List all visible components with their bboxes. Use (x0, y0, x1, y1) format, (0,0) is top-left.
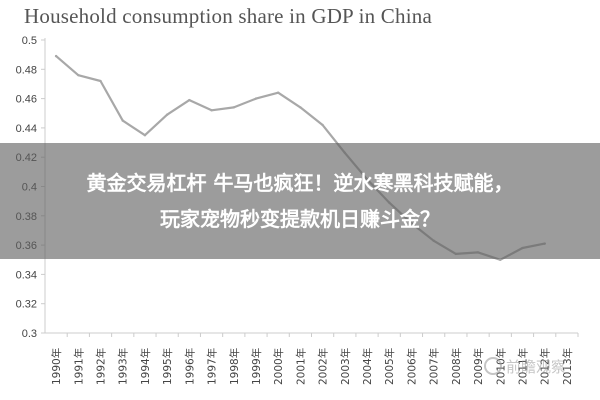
y-tick-label: 0.44 (16, 123, 37, 135)
x-tick-label: 2012年 (539, 348, 552, 385)
x-tick-label: 2013年 (561, 348, 574, 385)
x-tick-label: 1992年 (95, 348, 108, 385)
x-tick-label: 1999年 (250, 348, 263, 385)
x-tick-label: 2008年 (450, 348, 463, 385)
x-tick-label: 2011年 (516, 348, 529, 385)
data-point (121, 119, 124, 122)
y-tick-label: 0.32 (16, 299, 37, 311)
y-tick-label: 0.48 (16, 64, 37, 76)
data-point (99, 79, 102, 83)
data-point (299, 106, 302, 109)
data-point (254, 97, 258, 100)
headline-line-2: 玩家宠物秒变提款机日赚斗金？ (160, 207, 440, 231)
x-tick-labels: 1990年 1991年 1992年 1993年 1994年 1995年 1996年 1997年… (50, 333, 579, 385)
headline-overlay[interactable]: 黄金交易杠杆 牛马也疯狂！逆水寒黑科技赋能， 玩家宠物秒变提款机日赚斗金？ (0, 143, 600, 259)
x-tick-label: 1993年 (117, 348, 130, 385)
data-point (143, 134, 147, 137)
x-tick-label: 2004年 (361, 348, 374, 385)
watermark-text: 前瞻观察 (506, 358, 567, 376)
watermark-logo-icon (484, 357, 502, 375)
y-tick-label: 0.3 (22, 328, 37, 340)
x-tick-label: 1990年 (50, 348, 63, 385)
data-point (77, 73, 80, 77)
x-tick-label: 2005年 (383, 348, 396, 385)
headline-line-1: 黄金交易杠杆 牛马也疯狂！逆水寒黑科技赋能， (86, 171, 514, 195)
data-point (232, 106, 235, 109)
x-tick-label: 1998年 (228, 348, 241, 385)
x-tick-label: 2009年 (472, 348, 485, 385)
chart-title: Household consumption share in GDP in Ch… (24, 4, 432, 28)
x-tick-label: 2002年 (317, 348, 330, 385)
x-tick-label: 1995年 (161, 348, 174, 385)
data-point (165, 113, 169, 116)
x-tick-label: 2003年 (339, 348, 352, 385)
x-tick-label: 1994年 (139, 348, 152, 385)
x-tick-label: 1996年 (183, 348, 196, 385)
y-tick-label: 0.46 (16, 94, 37, 106)
x-tick-label: 1997年 (206, 348, 219, 385)
data-point (321, 123, 324, 127)
x-tick-label: 2007年 (428, 348, 441, 385)
y-tick-label: 0.34 (16, 269, 37, 281)
y-tick-label: 0.5 (22, 35, 37, 47)
data-point (499, 258, 502, 261)
data-point (276, 91, 280, 94)
data-point (188, 98, 191, 102)
x-tick-label: 2000年 (272, 348, 285, 385)
x-tick-label: 2001年 (294, 348, 307, 385)
x-tick-label: 2006年 (405, 348, 418, 385)
watermark: 前瞻观察 (484, 356, 566, 377)
x-tick-label: 1991年 (72, 348, 85, 385)
data-point (54, 54, 58, 58)
data-point (210, 109, 213, 112)
